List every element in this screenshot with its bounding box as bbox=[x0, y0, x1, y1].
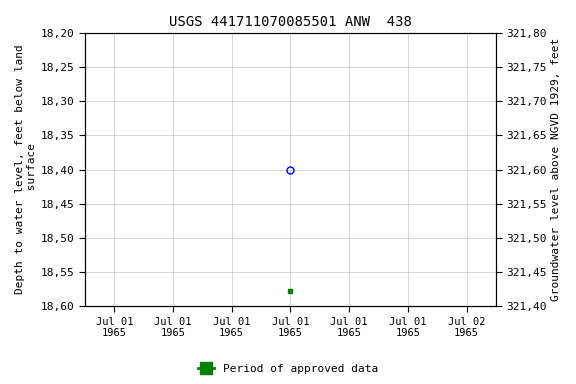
Title: USGS 441711070085501 ANW  438: USGS 441711070085501 ANW 438 bbox=[169, 15, 412, 29]
Legend: Period of approved data: Period of approved data bbox=[193, 359, 383, 379]
Y-axis label: Depth to water level, feet below land
 surface: Depth to water level, feet below land su… bbox=[15, 45, 37, 295]
Y-axis label: Groundwater level above NGVD 1929, feet: Groundwater level above NGVD 1929, feet bbox=[551, 38, 561, 301]
